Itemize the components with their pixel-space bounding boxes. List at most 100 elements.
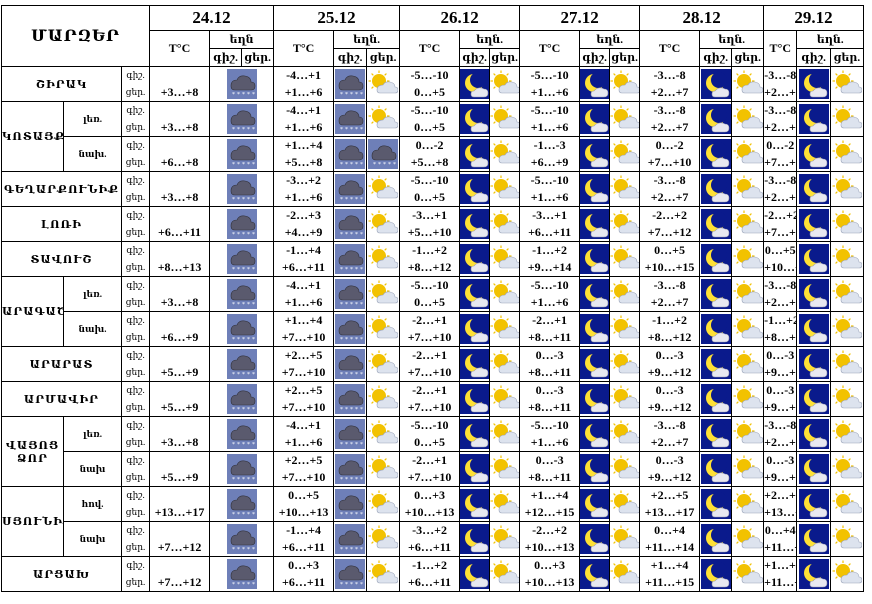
temp-cell: +1…+4 +7…+10 [273, 311, 335, 347]
moon-icon [460, 524, 489, 554]
svg-text:*: * [232, 337, 235, 343]
weather-icon-cell [829, 346, 865, 382]
night-temp: -3…-8 [764, 173, 797, 187]
night-temp: -1…+2 [532, 243, 567, 257]
svg-text:*: * [247, 162, 250, 168]
temp-cell: +1…+4 +12…+15 [519, 486, 581, 522]
partly-cloudy-icon [610, 454, 639, 484]
moon-icon [700, 314, 731, 344]
svg-text:*: * [345, 407, 348, 413]
night-temp: 0…+5 [288, 488, 319, 502]
moon-icon [580, 69, 609, 99]
weather-icon-cell [579, 521, 611, 557]
partly-cloudy-icon [490, 209, 519, 239]
svg-text:*: * [247, 197, 250, 203]
partly-cloudy-icon [732, 349, 763, 379]
day-temp: +6…+11 [408, 540, 452, 554]
night-label: գիշ. [126, 245, 145, 255]
day-temp: +2…+7 [650, 435, 689, 449]
snow-cloud-icon: * * * * * [226, 244, 257, 274]
weather-icon-cell [609, 66, 641, 102]
svg-text:*: * [360, 127, 363, 133]
weather-icon-cell [731, 451, 765, 487]
weather-icon-cell [489, 241, 521, 277]
weather-icon-cell [366, 101, 401, 137]
day-temp: +7…+10 [407, 470, 452, 484]
moon-icon [700, 524, 731, 554]
svg-text:*: * [360, 162, 363, 168]
partly-cloudy-icon [610, 419, 639, 449]
day-temp: +11…+15 [764, 575, 796, 589]
temp-cell: -3…+1 +5…+10 [399, 206, 461, 242]
moon-icon [798, 489, 829, 519]
night-col-header: գիշ. [333, 48, 368, 67]
svg-text:*: * [350, 127, 353, 133]
moon-icon [798, 279, 829, 309]
svg-text:*: * [252, 127, 255, 133]
weather-icon-cell [699, 101, 733, 137]
svg-text:*: * [242, 267, 245, 273]
moon-icon [580, 209, 609, 239]
weather-icon-cell [699, 346, 733, 382]
weather-icon-cell [489, 311, 521, 347]
partly-cloudy-icon [368, 314, 399, 344]
night-temp: 0…-3 [655, 348, 684, 362]
svg-text:*: * [242, 302, 245, 308]
svg-text:*: * [345, 337, 348, 343]
svg-text:*: * [252, 512, 255, 518]
svg-text:*: * [360, 582, 363, 588]
weather-icon-cell [796, 346, 831, 382]
weather-icon-cell [796, 521, 831, 557]
snow-cloud-icon: * * * * * [335, 104, 366, 134]
weather-icon-cell [609, 311, 641, 347]
snow-cloud-icon: * * * * * [335, 314, 366, 344]
svg-text:*: * [355, 232, 358, 238]
weather-icon-cell [459, 276, 491, 312]
temp-cell: 0…-2 +5…+8 [399, 136, 461, 172]
temp-cell: +1…+4 +11…+15 [639, 556, 701, 592]
weather-icon-cell [366, 206, 401, 242]
svg-text:*: * [345, 372, 348, 378]
weather-icon-cell [796, 311, 831, 347]
svg-text:*: * [350, 512, 353, 518]
moon-icon [460, 314, 489, 344]
temp-col-header: T°C [519, 30, 581, 67]
svg-text:*: * [350, 267, 353, 273]
temp-cell: -1…+2 +8…+12 [639, 311, 701, 347]
temp-cell: -4…+1 +1…+6 [273, 416, 335, 452]
night-label: գիշ. [126, 175, 145, 185]
night-temp: -1…+2 [412, 243, 447, 257]
partly-cloudy-icon [610, 174, 639, 204]
day-temp: +3…+8 [160, 190, 199, 204]
svg-text:*: * [360, 407, 363, 413]
weather-icon-cell [699, 311, 733, 347]
page-title: ՄԱՐԶԵՐ [0, 5, 151, 67]
day-temp: +13…+17 [644, 505, 695, 519]
night-temp: -3…-8 [653, 278, 686, 292]
svg-text:*: * [252, 582, 255, 588]
partly-cloudy-icon [732, 524, 763, 554]
partly-cloudy-icon [732, 209, 763, 239]
weather-icon-cell [731, 486, 765, 522]
svg-text:*: * [252, 92, 255, 98]
night-temp: -3…+2 [412, 523, 447, 537]
partly-cloudy-icon [490, 384, 519, 414]
weather-icon-cell [489, 381, 521, 417]
partly-cloudy-icon [490, 524, 519, 554]
weather-icon-cell [459, 101, 491, 137]
day-temp: +12…+15 [524, 505, 575, 519]
weather-icon-cell: * * * * * [333, 486, 368, 522]
svg-text:*: * [355, 477, 358, 483]
weather-icon-cell [459, 66, 491, 102]
weather-icon-cell: * * * * * [209, 66, 275, 102]
svg-text:*: * [360, 232, 363, 238]
weather-col-header: եղն. [699, 30, 765, 49]
svg-text:*: * [355, 267, 358, 273]
moon-icon [460, 69, 489, 99]
day-temp: +1…+6 [284, 295, 323, 309]
weather-icon-cell [731, 381, 765, 417]
day-night-labels: գիշ. ցեր. [120, 206, 151, 242]
svg-text:*: * [345, 442, 348, 448]
night-label: գիշ. [126, 350, 145, 360]
svg-text:*: * [252, 197, 255, 203]
